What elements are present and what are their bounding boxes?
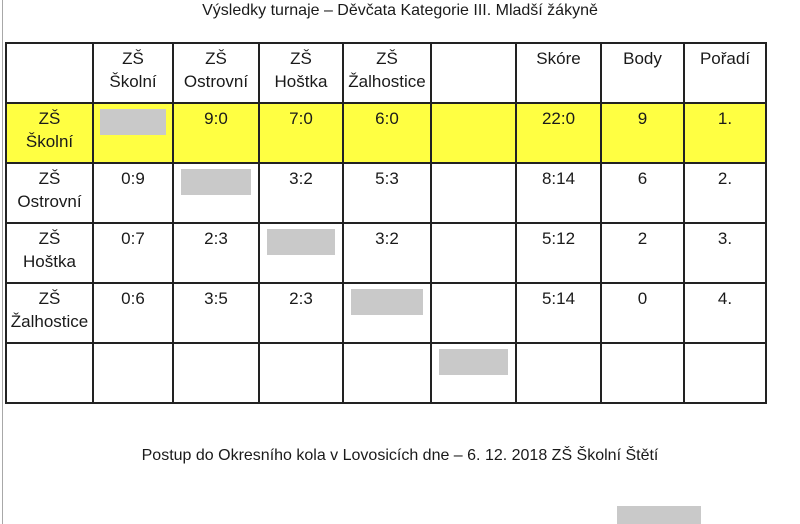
empty-cell — [430, 102, 517, 164]
score-cell: 0:6 — [92, 282, 174, 344]
redacted-gray-box — [438, 349, 509, 375]
empty-cell — [430, 162, 517, 224]
redacted-gray-box — [100, 109, 166, 135]
skore-cell: 8:14 — [515, 162, 602, 224]
score-cell: 5:3 — [342, 162, 432, 224]
table-row-zs-zalhostice: ZŠ Žalhostice 0:6 3:5 2:3 5:14 0 4. — [5, 282, 767, 344]
score-cell: 0:7 — [92, 222, 174, 284]
empty-cell — [430, 222, 517, 284]
score-cell: 3:5 — [172, 282, 260, 344]
column-header-zs-skolni: ZŠ Školní — [92, 42, 174, 104]
skore-cell — [515, 342, 602, 404]
table-row-zs-skolni: ZŠ Školní 9:0 7:0 6:0 22:0 9 1. — [5, 102, 767, 164]
score-cell: 3:2 — [342, 222, 432, 284]
body-cell: 6 — [600, 162, 685, 224]
row-label-zs-ostrovni: ZŠ Ostrovní — [5, 162, 94, 224]
skore-cell: 22:0 — [515, 102, 602, 164]
empty-cell — [92, 342, 174, 404]
results-table: ZŠ Školní ZŠ Ostrovní ZŠ Hoštka ZŠ Žalho… — [5, 42, 767, 404]
column-header-empty — [430, 42, 517, 104]
column-header-zs-hostka: ZŠ Hoštka — [258, 42, 344, 104]
redacted-gray-box — [180, 169, 252, 195]
score-cell: 0:9 — [92, 162, 174, 224]
score-cell: 9:0 — [172, 102, 260, 164]
score-cell: 2:3 — [172, 222, 260, 284]
poradi-cell: 1. — [683, 102, 767, 164]
skore-cell: 5:12 — [515, 222, 602, 284]
page-left-edge-line — [2, 0, 3, 524]
self-match-cell — [92, 102, 174, 164]
column-header-zs-zalhostice: ZŠ Žalhostice — [342, 42, 432, 104]
score-cell: 7:0 — [258, 102, 344, 164]
score-cell: 6:0 — [342, 102, 432, 164]
table-row-zs-ostrovni: ZŠ Ostrovní 0:9 3:2 5:3 8:14 6 2. — [5, 162, 767, 224]
body-cell: 9 — [600, 102, 685, 164]
empty-cell — [172, 342, 260, 404]
redacted-gray-box — [266, 229, 336, 255]
row-label-zs-zalhostice: ZŠ Žalhostice — [5, 282, 94, 344]
header-corner-cell — [5, 42, 94, 104]
empty-cell — [258, 342, 344, 404]
body-cell — [600, 342, 685, 404]
self-match-cell — [258, 222, 344, 284]
row-label-zs-hostka: ZŠ Hoštka — [5, 222, 94, 284]
skore-cell: 5:14 — [515, 282, 602, 344]
empty-cell — [342, 342, 432, 404]
poradi-cell: 3. — [683, 222, 767, 284]
row-label-empty — [5, 342, 94, 404]
score-cell: 3:2 — [258, 162, 344, 224]
poradi-cell: 4. — [683, 282, 767, 344]
header-row: ZŠ Školní ZŠ Ostrovní ZŠ Hoštka ZŠ Žalho… — [5, 42, 767, 104]
column-header-skore: Skóre — [515, 42, 602, 104]
cropped-gray-box — [617, 506, 701, 524]
column-header-body: Body — [600, 42, 685, 104]
self-match-cell — [172, 162, 260, 224]
self-match-cell — [430, 342, 517, 404]
score-cell: 2:3 — [258, 282, 344, 344]
empty-cell — [430, 282, 517, 344]
body-cell: 0 — [600, 282, 685, 344]
redacted-gray-box — [350, 289, 424, 315]
table-row-empty — [5, 342, 767, 404]
poradi-cell: 2. — [683, 162, 767, 224]
column-header-poradi: Pořadí — [683, 42, 767, 104]
row-label-zs-skolni: ZŠ Školní — [5, 102, 94, 164]
document-title: Výsledky turnaje – Děvčata Kategorie III… — [202, 2, 598, 19]
poradi-cell — [683, 342, 767, 404]
footer-note: Postup do Okresního kola v Lovosicích dn… — [141, 447, 659, 464]
column-header-zs-ostrovni: ZŠ Ostrovní — [172, 42, 260, 104]
body-cell: 2 — [600, 222, 685, 284]
self-match-cell — [342, 282, 432, 344]
table-row-zs-hostka: ZŠ Hoštka 0:7 2:3 3:2 5:12 2 3. — [5, 222, 767, 284]
